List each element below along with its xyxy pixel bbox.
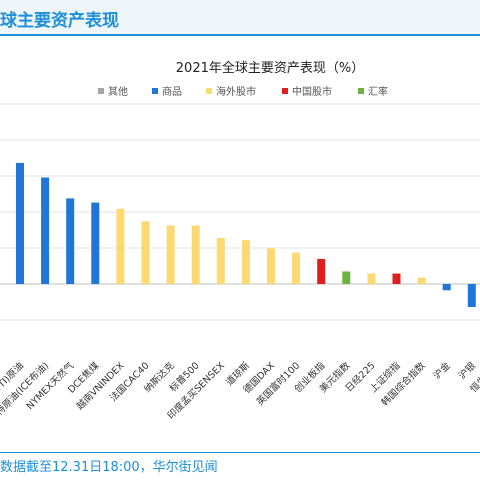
chart-title: 2021年全球主要资产表现（%）: [176, 60, 364, 76]
bar: [141, 221, 150, 284]
bar: [166, 225, 175, 284]
bar: [367, 273, 376, 284]
bar: [191, 225, 200, 284]
bar: [292, 252, 301, 284]
bar: [342, 271, 351, 284]
bar: [216, 238, 225, 284]
legend-label: 汇率: [368, 85, 388, 98]
bar: [392, 273, 401, 284]
x-tick-label: 沪银: [456, 359, 478, 381]
legend-swatch: [358, 88, 364, 94]
bar: [16, 162, 24, 284]
bar: [116, 208, 125, 284]
bar-chart: 2021年全球主要资产表现（%）其他 商品 海外股市 中国股市 汇率(WTI)原油布伦特…: [0, 60, 480, 431]
footer-divider: [0, 452, 480, 453]
chart-area: 2021年全球主要资产表现（%） 其他 商品 海外股市 中国股市 汇率 (WTI)原油 布伦特…: [0, 38, 480, 450]
bar: [267, 248, 275, 284]
x-tick-label: 沪金: [431, 359, 453, 381]
legend-label: 中国股市: [292, 85, 332, 98]
bar: [241, 240, 250, 284]
legend-swatch: [152, 88, 158, 94]
legend-label: 其他: [108, 85, 128, 98]
bar: [467, 284, 476, 307]
bar: [66, 198, 75, 284]
header-divider: [0, 34, 480, 36]
legend-swatch: [282, 88, 288, 94]
legend-label: 海外股市: [216, 85, 256, 98]
legend-swatch: [206, 88, 212, 94]
bar: [442, 284, 451, 291]
bar: [317, 258, 326, 284]
bar: [91, 202, 100, 284]
report-header: 球主要资产表现: [0, 0, 480, 34]
legend-label: 商品: [162, 85, 182, 98]
bar: [41, 177, 50, 284]
legend-swatch: [98, 88, 104, 94]
report-title: 球主要资产表现: [0, 11, 119, 31]
bar: [417, 277, 426, 284]
footer-note: 数据截至12.31日18:00，华尔街见闻: [0, 460, 218, 475]
